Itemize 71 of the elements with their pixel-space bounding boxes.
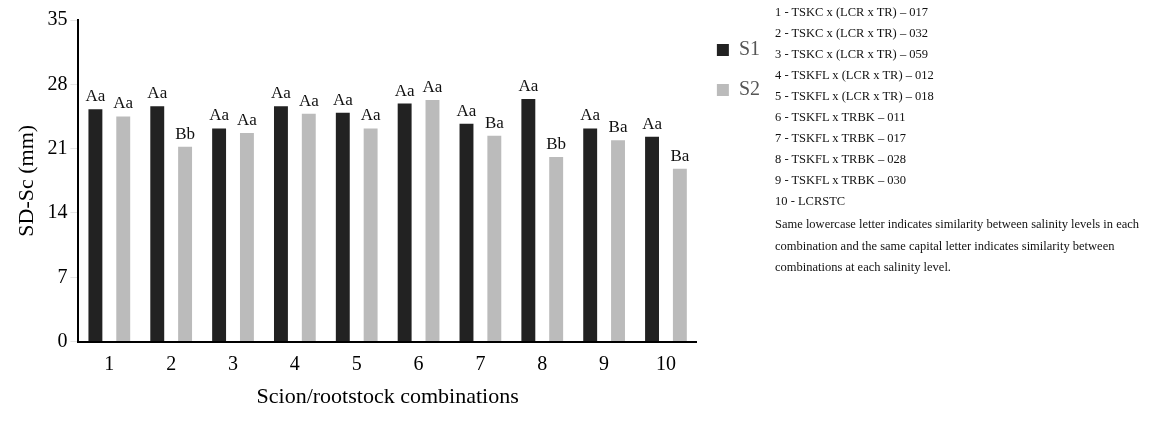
y-tick-label: 28 <box>47 71 68 94</box>
x-tick-label: 9 <box>599 351 610 374</box>
x-tick-label: 3 <box>228 351 239 374</box>
data-label: Aa <box>642 113 663 133</box>
data-label: Aa <box>147 83 168 103</box>
text: 8 - TSKFL x TRBK – 028 <box>775 151 908 167</box>
text: 9 - TSKFL x TRBK – 030 <box>775 172 908 188</box>
bar <box>672 168 687 342</box>
bar <box>611 140 625 342</box>
bar <box>363 128 378 342</box>
x-tick-label: 7 <box>475 351 486 374</box>
x-tick-label: 10 <box>655 351 676 374</box>
bar <box>88 109 103 342</box>
bar <box>178 146 193 342</box>
y-axis-title: SD-Sc (mm) <box>12 124 38 237</box>
y-tick-label: 14 <box>47 200 68 223</box>
text: 6 - TSKFL x TRBK – 011 <box>775 109 907 125</box>
x-tick-label: 6 <box>413 351 424 374</box>
data-label: Aa <box>580 105 601 125</box>
data-label: Aa <box>394 80 416 100</box>
data-label: Aa <box>237 109 258 129</box>
data-label: Aa <box>456 100 477 120</box>
text: 5 - TSKFL x (LCR x TR) – 018 <box>775 88 935 104</box>
legend-label: S1 <box>738 37 760 60</box>
text: 4 - TSKFL x (LCR x TR) – 012 <box>775 67 935 83</box>
bar <box>425 99 440 342</box>
bar <box>521 99 536 342</box>
bar <box>487 135 502 342</box>
text: Same lowercase letter indicates similarity between salinity levels in each combination and the same capital letter indicates similarity between combinations at each salinity level. <box>775 216 1141 276</box>
legend-label: S2 <box>738 77 760 100</box>
data-label: Aa <box>271 83 292 103</box>
bar <box>150 106 165 342</box>
data-label: Bb <box>546 133 567 153</box>
bar <box>645 136 659 342</box>
data-label: Aa <box>422 76 443 96</box>
data-label: Ba <box>484 112 505 132</box>
x-tick-label: 4 <box>289 351 300 374</box>
data-label: Aa <box>518 75 539 95</box>
bar <box>459 123 474 342</box>
data-label: Aa <box>209 105 230 125</box>
bar <box>239 133 254 342</box>
bar <box>273 106 288 342</box>
bar <box>397 103 412 342</box>
bar <box>583 128 598 342</box>
bar <box>116 116 131 342</box>
x-tick-label: 1 <box>104 351 115 374</box>
x-tick-label: 5 <box>351 351 362 374</box>
x-tick-label: 8 <box>537 351 548 374</box>
data-label: Ba <box>608 117 628 137</box>
data-label: Aa <box>360 105 381 125</box>
bar <box>301 113 316 342</box>
y-tick-label: 7 <box>57 264 68 287</box>
bar <box>335 112 350 342</box>
data-label: Ba <box>670 145 690 165</box>
data-label: Aa <box>298 90 320 110</box>
text: 2 - TSKC x (LCR x TR) – 032 <box>775 25 930 41</box>
text: 3 - TSKC x (LCR x TR) – 059 <box>775 46 930 62</box>
data-label: Aa <box>332 89 354 109</box>
data-label: Aa <box>113 93 134 113</box>
y-tick-label: 21 <box>47 135 68 158</box>
text: 1 - TSKC x (LCR x TR) – 017 <box>775 4 930 20</box>
text: 7 - TSKFL x TRBK – 017 <box>775 130 908 146</box>
bar <box>549 156 564 342</box>
bar <box>212 128 227 342</box>
data-label: Bb <box>175 123 196 143</box>
y-tick-label: 35 <box>47 7 68 30</box>
x-tick-label: 2 <box>166 351 177 374</box>
data-label: Aa <box>85 86 106 106</box>
x-axis-title: Scion/rootstock combinations <box>256 382 519 408</box>
text: 10 - LCRSTC <box>775 193 847 209</box>
y-tick-label: 0 <box>57 328 68 351</box>
